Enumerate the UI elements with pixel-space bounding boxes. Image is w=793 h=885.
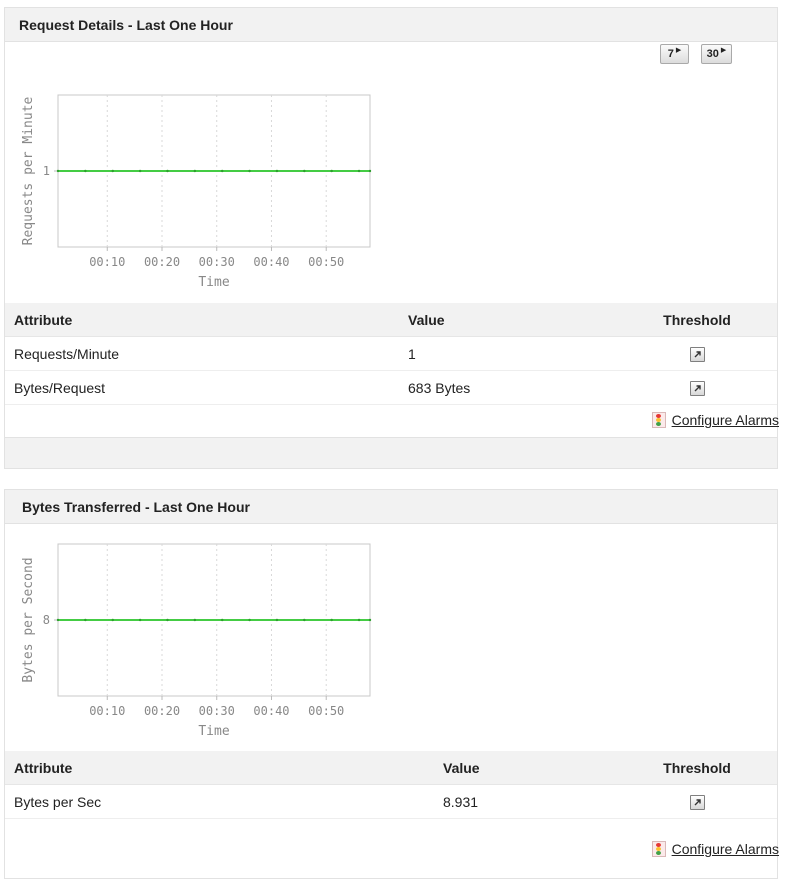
data-point xyxy=(56,169,60,173)
chart-svg: 00:10 00:20 00:30 00:40 00:50 8 Time Bytes per … xyxy=(21,543,372,739)
y-axis-label: Requests per Minute xyxy=(21,96,36,245)
data-point xyxy=(357,618,361,622)
header-threshold: Threshold xyxy=(623,751,777,785)
data-point xyxy=(111,618,114,622)
data-point xyxy=(275,169,279,173)
header-threshold: Threshold xyxy=(623,303,777,337)
data-point xyxy=(138,169,142,173)
data-point xyxy=(111,169,114,173)
edit-threshold-icon[interactable] xyxy=(689,380,705,396)
x-axis-label: Time xyxy=(198,275,229,290)
last-30-days-button[interactable]: 30 ▶ xyxy=(701,44,732,64)
data-point xyxy=(166,618,169,622)
x-tick-label: 00:10 xyxy=(89,255,125,269)
configure-alarms-row: Configure Alarms xyxy=(651,412,779,428)
data-point xyxy=(357,169,361,173)
table-row: Bytes/Request 683 Bytes xyxy=(5,370,777,405)
x-tick-label: 00:20 xyxy=(144,255,180,269)
threshold-cell xyxy=(623,370,777,405)
data-point xyxy=(368,169,372,173)
arrow-right-icon: ▶ xyxy=(720,47,727,54)
panel-title: Request Details - Last One Hour xyxy=(5,8,777,42)
y-tick-label: 8 xyxy=(43,613,50,627)
arrow-right-icon: ▶ xyxy=(675,47,682,54)
value-cell: 8.931 xyxy=(434,784,623,819)
traffic-light-icon xyxy=(651,841,666,857)
attribute-cell: Requests/Minute xyxy=(5,336,399,371)
last-7-days-button[interactable]: 7 ▶ xyxy=(660,44,689,64)
panel-title: Bytes Transferred - Last One Hour xyxy=(5,490,777,524)
data-point xyxy=(248,169,251,173)
y-tick-label: 1 xyxy=(43,164,50,178)
x-tick-label: 00:40 xyxy=(253,255,289,269)
header-attribute: Attribute xyxy=(5,751,434,785)
x-tick-label: 00:30 xyxy=(199,704,235,718)
table-row: Bytes per Sec 8.931 xyxy=(5,784,777,819)
data-point xyxy=(84,618,87,622)
x-tick-label: 00:20 xyxy=(144,704,180,718)
threshold-cell xyxy=(623,336,777,371)
data-point xyxy=(138,618,142,622)
value-cell: 1 xyxy=(399,336,623,371)
x-tick-label: 00:40 xyxy=(253,704,289,718)
attribute-cell: Bytes per Sec xyxy=(5,784,434,819)
x-tick-label: 00:50 xyxy=(308,255,344,269)
button-label: 7 xyxy=(667,48,674,60)
data-point xyxy=(56,618,60,622)
data-point xyxy=(248,618,251,622)
panel-footer xyxy=(5,437,777,468)
table-header-row: Attribute Value Threshold xyxy=(5,751,777,785)
configure-alarms-row: Configure Alarms xyxy=(651,841,779,857)
bytes-per-second-chart: 00:10 00:20 00:30 00:40 00:50 8 Time Bytes per … xyxy=(14,534,384,749)
configure-alarms-link[interactable]: Configure Alarms xyxy=(671,412,779,428)
data-point xyxy=(303,618,306,622)
request-attributes-table: Attribute Value Threshold Requests/Minut… xyxy=(5,303,777,405)
data-point xyxy=(193,169,197,173)
edit-threshold-icon[interactable] xyxy=(689,346,705,362)
data-point xyxy=(221,169,224,173)
data-point xyxy=(166,169,169,173)
data-point xyxy=(330,618,333,622)
edit-threshold-icon[interactable] xyxy=(689,794,705,810)
data-point xyxy=(275,618,279,622)
button-label: 30 xyxy=(706,48,719,60)
requests-per-minute-chart: 00:10 00:20 00:30 00:40 00:50 1 Time Requests p… xyxy=(14,85,384,300)
x-tick-label: 00:50 xyxy=(308,704,344,718)
data-point xyxy=(330,169,333,173)
data-point xyxy=(84,169,87,173)
data-point xyxy=(368,618,372,622)
attribute-cell: Bytes/Request xyxy=(5,370,399,405)
x-tick-label: 00:30 xyxy=(199,255,235,269)
value-cell: 683 Bytes xyxy=(399,370,623,405)
data-point xyxy=(303,169,306,173)
chart-svg: 00:10 00:20 00:30 00:40 00:50 1 Time Requests p… xyxy=(21,94,372,290)
traffic-light-icon xyxy=(651,412,666,428)
bytes-attributes-table: Attribute Value Threshold Bytes per Sec … xyxy=(5,751,777,819)
table-header-row: Attribute Value Threshold xyxy=(5,303,777,337)
table-row: Requests/Minute 1 xyxy=(5,336,777,371)
data-point xyxy=(221,618,224,622)
header-value: Value xyxy=(399,303,623,337)
header-value: Value xyxy=(434,751,623,785)
x-axis-label: Time xyxy=(198,724,229,739)
y-axis-label: Bytes per Second xyxy=(21,557,36,682)
header-attribute: Attribute xyxy=(5,303,399,337)
x-tick-label: 00:10 xyxy=(89,704,125,718)
data-point xyxy=(193,618,197,622)
configure-alarms-link[interactable]: Configure Alarms xyxy=(671,841,779,857)
threshold-cell xyxy=(623,784,777,819)
